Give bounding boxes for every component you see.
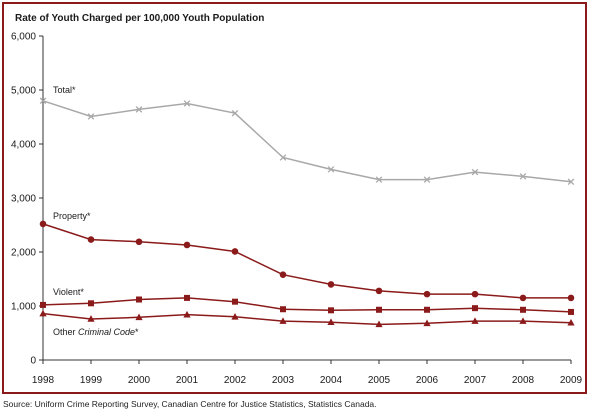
data-point — [135, 238, 143, 246]
data-point — [568, 308, 574, 315]
series-line — [42, 223, 571, 299]
data-point — [39, 220, 47, 228]
series-line — [42, 312, 572, 326]
data-point — [279, 271, 287, 278]
data-point — [40, 301, 46, 308]
y-tick-label: 4,000 — [11, 140, 36, 151]
x-tick-label: 2005 — [368, 375, 391, 386]
chart-title: Rate of Youth Charged per 100,000 Youth … — [15, 13, 264, 24]
data-point — [471, 290, 479, 298]
data-point — [327, 281, 335, 288]
data-point — [423, 290, 431, 298]
data-point — [376, 306, 382, 313]
x-tick-label: 2004 — [320, 375, 343, 386]
data-point — [472, 305, 478, 312]
x-tick-label: 2009 — [560, 375, 583, 386]
data-point — [327, 166, 335, 173]
data-point — [279, 317, 287, 324]
x-tick-label: 2002 — [224, 375, 247, 386]
data-point — [424, 306, 430, 313]
data-point — [375, 320, 383, 328]
data-point — [88, 300, 94, 307]
data-point — [280, 306, 286, 313]
x-tick-label: 2003 — [272, 375, 295, 386]
data-point — [567, 318, 575, 326]
series-line — [42, 297, 572, 313]
data-point — [520, 306, 526, 313]
y-tick-label: 2,000 — [11, 248, 36, 259]
y-tick-label: 3,000 — [11, 194, 36, 205]
data-point — [519, 317, 527, 324]
data-point — [279, 154, 287, 161]
data-point — [519, 294, 527, 302]
y-tick-label: 6,000 — [11, 32, 36, 43]
series-line — [42, 100, 572, 183]
data-point — [231, 109, 239, 117]
data-point — [136, 296, 142, 303]
x-tick-label: 2006 — [416, 375, 439, 386]
data-point — [232, 298, 238, 305]
data-point — [183, 241, 191, 249]
data-point — [39, 97, 47, 105]
x-tick-label: 1998 — [32, 375, 55, 386]
data-point — [87, 113, 95, 120]
x-tick-label: 2000 — [128, 375, 151, 386]
series-label: Violent* — [53, 287, 84, 297]
data-point — [231, 248, 239, 255]
data-point — [375, 176, 383, 183]
data-point — [375, 287, 383, 295]
data-point — [231, 313, 239, 320]
series-label: Property* — [53, 211, 91, 221]
series-label: Total* — [53, 85, 76, 95]
data-point — [183, 100, 191, 107]
y-tick-label: 1,000 — [11, 302, 36, 313]
data-point — [567, 178, 575, 186]
source-note: Source: Uniform Crime Reporting Survey, … — [3, 399, 377, 409]
x-tick-label: 2007 — [464, 375, 487, 386]
data-point — [135, 313, 143, 321]
data-point — [423, 176, 431, 183]
data-point — [519, 173, 527, 180]
line-chart: Rate of Youth Charged per 100,000 Youth … — [11, 13, 583, 386]
data-point — [471, 317, 479, 324]
x-tick-label: 2008 — [512, 375, 535, 386]
data-point — [39, 309, 47, 317]
data-point — [87, 236, 95, 243]
x-tick-label: 2001 — [176, 375, 199, 386]
data-point — [567, 294, 575, 302]
chart-frame — [2, 2, 587, 394]
data-point — [184, 294, 190, 301]
data-point — [471, 168, 479, 176]
data-point — [423, 319, 431, 327]
data-point — [87, 315, 95, 322]
y-tick-label: 5,000 — [11, 86, 36, 97]
data-point — [327, 318, 335, 325]
data-point — [183, 310, 191, 318]
series-label: Other Criminal Code* — [53, 327, 139, 337]
data-point — [135, 106, 143, 113]
x-tick-label: 1999 — [80, 375, 103, 386]
y-tick-label: 0 — [30, 356, 36, 367]
data-point — [328, 307, 334, 314]
